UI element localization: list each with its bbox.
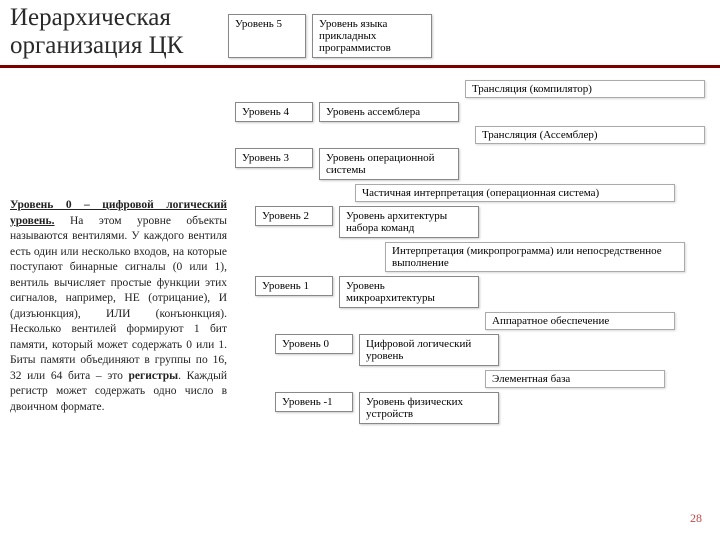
body-para: На этом уровне объекты называются вентил… <box>10 215 227 382</box>
level-1-label: Уровень 1 <box>255 276 333 296</box>
level-1-row: Уровень 1 Уровень микроархитектуры <box>255 276 710 308</box>
level-0-row: Уровень 0 Цифровой логический уровень <box>275 334 710 366</box>
level-0-label: Уровень 0 <box>275 334 353 354</box>
level-2-label: Уровень 2 <box>255 206 333 226</box>
level-minus1-desc: Уровень физических устройств <box>359 392 499 424</box>
body-bold: регистры <box>129 370 179 382</box>
transition-assembler: Трансляция (Ассемблер) <box>475 126 705 144</box>
transition-hardware: Аппаратное обеспечение <box>485 312 675 330</box>
level-2-desc: Уровень архитектуры набора команд <box>339 206 479 238</box>
level-5-desc: Уровень языка прикладных программистов <box>312 14 432 58</box>
level-5-label: Уровень 5 <box>228 14 306 58</box>
transition-os: Частичная интерпретация (операционная си… <box>355 184 675 202</box>
level-minus1-row: Уровень -1 Уровень физических устройств <box>275 392 710 424</box>
transition-element-base: Элементная база <box>485 370 665 388</box>
level-3-desc: Уровень операционной системы <box>319 148 459 180</box>
hierarchy-diagram: Трансляция (компилятор) Уровень 4 Уровен… <box>235 78 710 428</box>
body-paragraph: Уровень 0 – цифровой логический уровень.… <box>10 198 235 428</box>
level-0-desc: Цифровой логический уровень <box>359 334 499 366</box>
level-1-desc: Уровень микроархитектуры <box>339 276 479 308</box>
transition-microprogram: Интерпретация (микропрограмма) или непос… <box>385 242 685 272</box>
level-4-label: Уровень 4 <box>235 102 313 122</box>
level-5-row: Уровень 5 Уровень языка прикладных прогр… <box>228 14 432 58</box>
level-4-row: Уровень 4 Уровень ассемблера <box>235 102 710 122</box>
page-title: Иерархическая организация ЦК <box>10 4 220 59</box>
transition-compiler: Трансляция (компилятор) <box>465 80 705 98</box>
content-area: Уровень 0 – цифровой логический уровень.… <box>0 68 720 438</box>
level-3-row: Уровень 3 Уровень операционной системы <box>235 148 710 180</box>
level-2-row: Уровень 2 Уровень архитектуры набора ком… <box>255 206 710 238</box>
page-number: 28 <box>690 511 702 526</box>
level-4-desc: Уровень ассемблера <box>319 102 459 122</box>
level-minus1-label: Уровень -1 <box>275 392 353 412</box>
title-bar: Иерархическая организация ЦК Уровень 5 У… <box>0 0 720 68</box>
level-3-label: Уровень 3 <box>235 148 313 168</box>
